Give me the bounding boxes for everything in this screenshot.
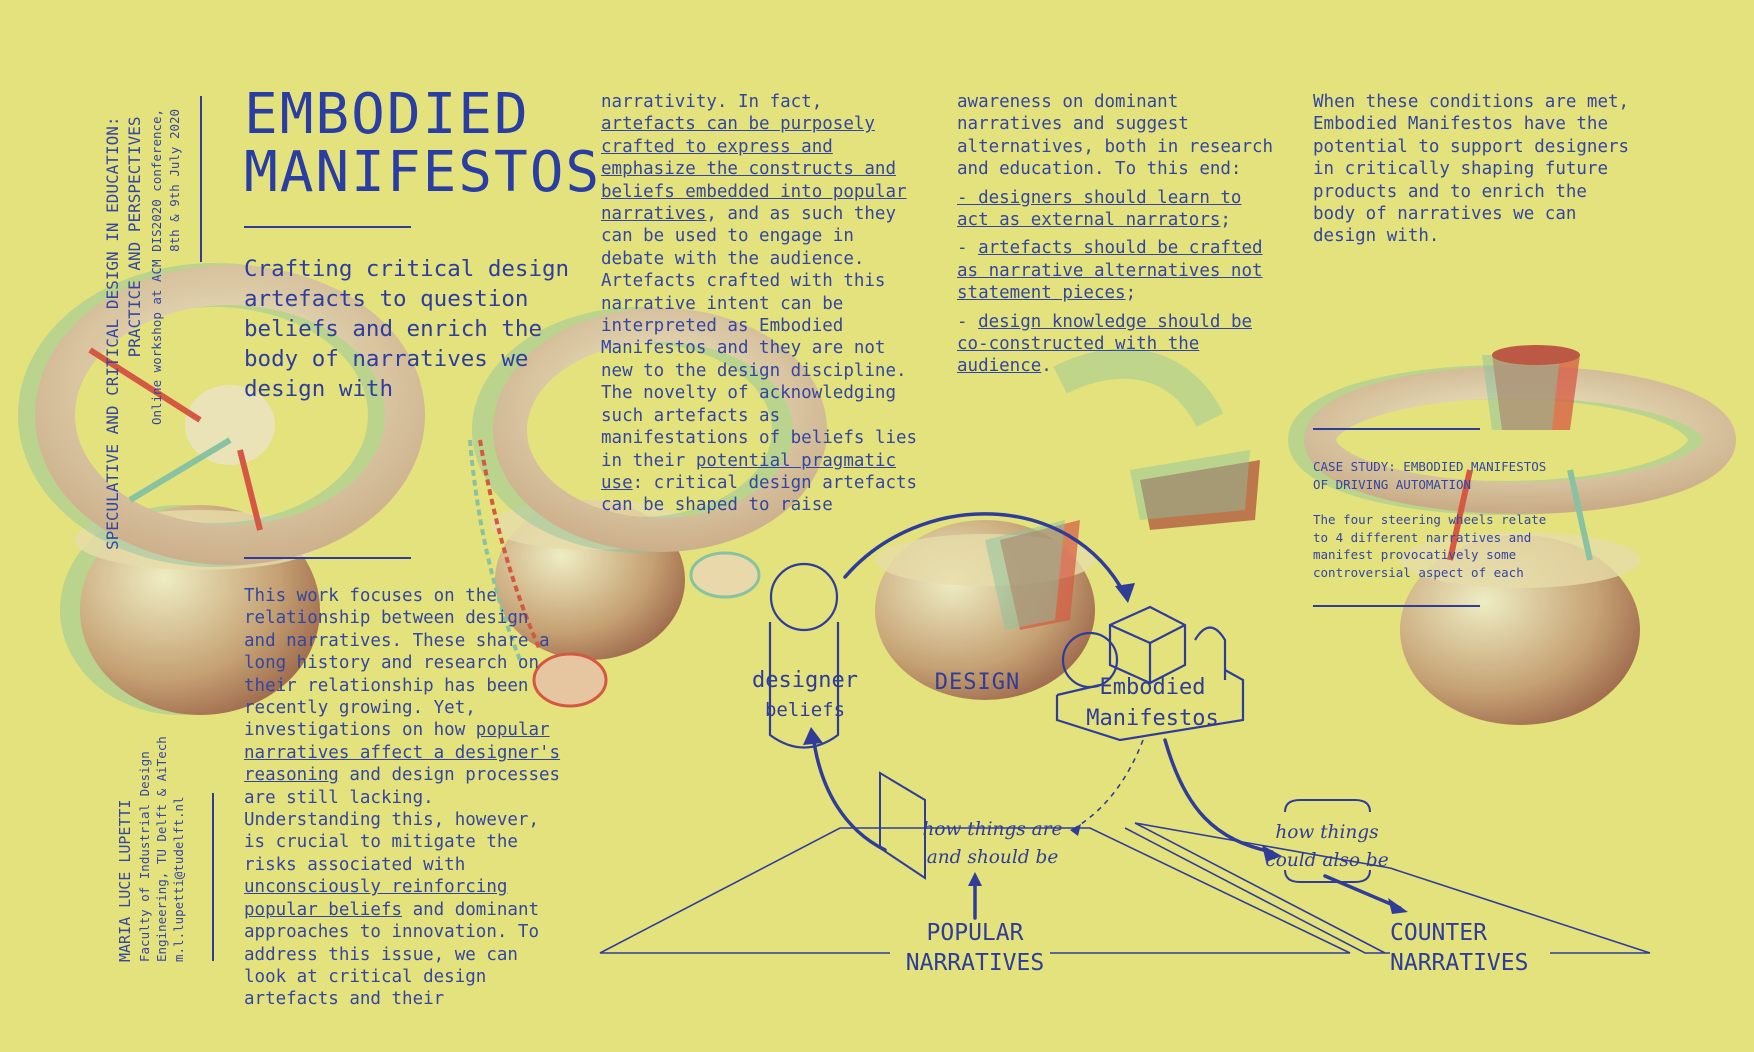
col1-text-3: and dominant approaches to innovation. T… [244,899,540,1010]
page-title: EMBODIED MANIFESTOS [244,86,601,202]
wheel-artefact-4 [1288,345,1736,725]
workshop-dates: 8th & 9th July 2020 [167,108,182,252]
dashed-link [1074,739,1144,829]
author-affiliation-1: Faculty of Industrial Design [137,751,152,962]
wheel-artefact-2 [468,307,827,708]
designer-label: designer [752,668,858,693]
manifesto-cube-icon [1108,605,1187,685]
col2-highlight-1: artefacts can be purposely crafted to ex… [601,114,907,225]
col3-intro: awareness on dominant narratives and sug… [957,92,1274,180]
title-line2: MANIFESTOS [244,140,602,205]
col2-highlight-2: potential pragmatic use [601,450,897,493]
abstract-divider [244,557,411,559]
designer-body-icon [768,622,840,749]
workshop-details: Online workshop at ACM DIS2020 conferenc… [148,109,184,425]
arrow-popular-to-beliefs [811,733,887,852]
author-name: MARIA LUCE LUPETTI [116,799,134,962]
author-block: MARIA LUCE LUPETTI Faculty of Industrial… [115,736,187,962]
case-study-title: CASE STUDY: EMBODIED MANIFESTOS OF DRIVI… [1313,459,1547,492]
manifesto-cylinder-icon [1194,626,1227,680]
embodied-manifestos-box-icon [1055,669,1245,742]
col1-text-1: This work focuses on the relationship be… [244,586,550,741]
header-divider [200,96,202,262]
author-divider [212,793,214,961]
workshop-venue: Online workshop at ACM DIS2020 conferenc… [149,108,164,425]
design-label: DESIGN [934,670,1021,695]
page-subtitle: Crafting critical design artefacts to qu… [244,256,570,402]
title-divider [244,226,411,228]
col3-bullet-2: - artefacts should be crafted as narrati… [957,238,1263,304]
mirror-shape-icon [879,771,926,880]
popular-narratives-frame [599,827,1351,954]
text-column-3: awareness on dominant narratives and sug… [957,91,1282,384]
designer-head-icon [769,562,839,632]
how-things-could-label: how things could also be [1265,822,1389,871]
window-shape-icon [1284,799,1371,883]
col2-text-3: : critical design artefacts can be shape… [601,472,918,516]
author-email[interactable]: m.l.lupetti@tudelft.nl [171,796,186,962]
col3-bullet-3: - design knowledge should be co-construc… [957,311,1253,377]
col2-text-2: , and as such they can be used to engage… [601,204,918,471]
popular-narratives-label: POPULAR NARRATIVES [905,920,1045,976]
case-study-body: The four steering wheels relate to 4 dif… [1313,512,1547,580]
text-column-1: This work focuses on the relationship be… [244,585,564,1011]
arrow-manifestos-to-counter [1163,738,1274,854]
case-study-bottom-divider [1313,605,1480,607]
workshop-header: SPECULATIVE AND CRITICAL DESIGN IN EDUCA… [102,117,146,550]
col2-text-1: narrativity. In fact, [601,92,823,112]
counter-narratives-frame [1124,827,1390,954]
workshop-title-line1: SPECULATIVE AND CRITICAL DESIGN IN EDUCA… [103,116,122,550]
text-column-4: When these conditions are met, Embodied … [1313,92,1630,247]
arrow-could-to-counter [1323,874,1402,910]
case-study-top-divider [1313,428,1480,430]
col3-bullet-1: - designers should learn to act as exter… [957,187,1242,231]
embodied-manifestos-label: Embodied Manifestos [1086,675,1219,731]
title-line1: EMBODIED [244,82,530,147]
manifesto-sphere-icon [1061,631,1119,689]
author-affiliation-2: Engineering, TU Delft & AiTech [154,736,169,962]
col1-highlight-2: unconsciously reinforcing popular belief… [244,877,508,920]
col1-text-2: and design processes are still lacking. … [244,765,561,875]
wheel-artefact-3 [875,348,1260,700]
how-things-are-label: how things are and should be [922,819,1063,868]
workshop-title-line2: PRACTICE AND PERSPECTIVES [125,116,144,358]
arrow-design-to-manifestos [843,512,1127,597]
counter-narratives-label: COUNTER NARRATIVES [1390,920,1529,976]
text-column-2: narrativity. In fact, artefacts can be p… [601,91,921,517]
counter-narratives-frame-right [1389,867,1651,954]
beliefs-label: beliefs [764,699,846,721]
col1-highlight-1: popular narratives affect a designer's r… [244,720,561,786]
